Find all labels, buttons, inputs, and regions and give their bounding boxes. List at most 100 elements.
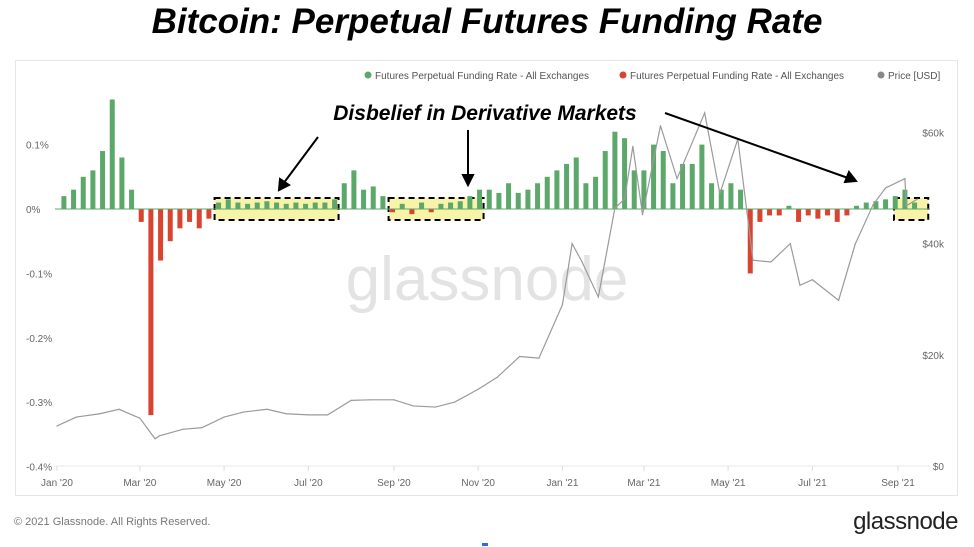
bar-positive (216, 202, 222, 209)
y-left-tick-label: -0.4% (26, 463, 52, 474)
bar-positive (912, 202, 918, 209)
bar-negative (167, 209, 173, 242)
bar-positive (622, 138, 628, 209)
bar-positive (486, 189, 492, 209)
bar-positive (670, 183, 676, 209)
bar-positive (467, 196, 473, 209)
bar-positive (361, 189, 367, 209)
bar-negative (767, 209, 773, 216)
arrow-2-head (461, 174, 475, 188)
x-tick-label: Nov '20 (461, 478, 495, 489)
price-point (905, 205, 907, 207)
bar-positive (602, 151, 608, 209)
annotation-arrows (277, 112, 858, 192)
bar-positive (225, 199, 231, 209)
price-point (614, 207, 616, 209)
price-point (904, 177, 906, 180)
price-point (118, 408, 120, 410)
price-point (75, 416, 77, 418)
bar-negative (844, 209, 850, 216)
legend-positive[interactable]: Futures Perpetual Funding Rate - All Exc… (375, 71, 589, 82)
price-point (838, 299, 840, 301)
bar-negative (776, 209, 782, 216)
bar-positive (312, 202, 318, 209)
x-tick-label: May '20 (207, 478, 242, 489)
legend-negative[interactable]: Futures Perpetual Funding Rate - All Exc… (630, 71, 844, 82)
bar-positive (631, 170, 637, 209)
bar-positive (689, 163, 695, 209)
bar-positive (254, 202, 260, 209)
bar-positive (515, 192, 521, 209)
price-point (597, 296, 599, 298)
price-point (285, 413, 287, 415)
bar-positive (80, 176, 86, 209)
price-point (704, 112, 706, 114)
price-point (623, 198, 626, 200)
price-point (412, 405, 414, 407)
price-point (916, 198, 918, 200)
price-point (872, 204, 874, 206)
bar-negative (815, 209, 821, 219)
price-point (770, 261, 772, 263)
price-point (434, 406, 436, 408)
bar-positive (854, 205, 860, 209)
price-point (454, 401, 456, 403)
bar-positive (660, 151, 666, 209)
price-point (158, 435, 160, 437)
bar-positive (709, 183, 715, 209)
bar-positive (477, 189, 483, 209)
bar-negative (390, 209, 396, 213)
bar-positive (651, 144, 657, 209)
legend-price[interactable]: Price [USD] (888, 71, 940, 82)
price-point (538, 357, 540, 359)
bar-positive (235, 202, 241, 209)
y-right-tick-label: $20k (922, 351, 945, 362)
y-right-tick-label: $40k (922, 240, 945, 251)
bar-positive (863, 202, 869, 209)
bar-positive (61, 196, 67, 209)
bar-positive (699, 144, 705, 209)
bar-negative (148, 209, 154, 416)
bar-positive (593, 176, 599, 209)
bar-positive (274, 202, 280, 209)
y-left-tick-label: -0.1% (26, 269, 52, 280)
price-point (327, 414, 329, 416)
x-tick-label: Sep '21 (881, 478, 915, 489)
price-point (752, 259, 754, 261)
arrow-1 (282, 136, 319, 185)
bar-positive (332, 199, 338, 209)
bar-positive (419, 202, 425, 209)
y-left-tick-label: -0.3% (26, 398, 52, 409)
bar-positive (892, 196, 898, 209)
bar-positive (525, 189, 531, 209)
bar-positive (544, 176, 550, 209)
bar-positive (341, 183, 347, 209)
bar-positive (370, 186, 376, 209)
price-point (154, 438, 156, 440)
price-point (223, 416, 225, 418)
price-point (632, 145, 634, 147)
bar-positive (322, 202, 328, 209)
bar-positive (264, 201, 270, 209)
price-point (561, 304, 564, 306)
x-tick-label: Mar '20 (123, 478, 156, 489)
bar-negative (138, 209, 144, 222)
bar-negative (158, 209, 164, 261)
bar-positive (873, 201, 879, 209)
bar-negative (805, 209, 811, 216)
bar-positive (728, 183, 734, 209)
bar-negative (409, 209, 415, 215)
legend[interactable]: Futures Perpetual Funding Rate - All Exc… (364, 71, 941, 82)
bar-positive (438, 203, 444, 209)
x-tick-label: Mar '21 (627, 478, 660, 489)
price-point (139, 417, 141, 419)
bar-negative (428, 209, 434, 213)
price-point (477, 388, 479, 390)
price-point (719, 192, 721, 195)
bar-positive (902, 189, 908, 209)
x-tick-label: Jul '20 (294, 478, 323, 489)
price-point (56, 425, 58, 427)
bar-positive (496, 192, 502, 209)
cursor-mark (482, 543, 488, 546)
bar-negative (825, 209, 831, 216)
